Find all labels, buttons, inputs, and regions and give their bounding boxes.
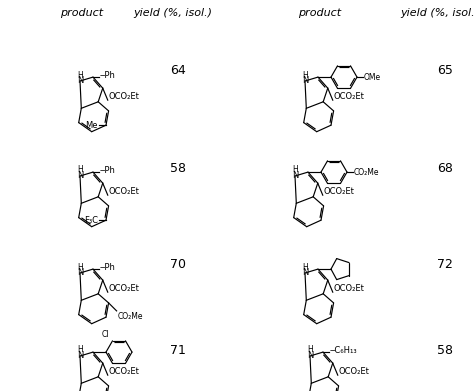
Text: H: H [78,262,83,271]
Text: product: product [61,8,103,18]
Text: OCO₂Et: OCO₂Et [109,284,140,293]
Text: N: N [77,76,84,85]
Text: OCO₂Et: OCO₂Et [109,367,140,376]
Text: OCO₂Et: OCO₂Et [334,92,365,101]
Text: 64: 64 [170,65,186,77]
Text: OCO₂Et: OCO₂Et [334,284,365,293]
Text: 72: 72 [437,258,453,271]
Text: H: H [302,262,309,271]
Text: 68: 68 [437,163,453,176]
Text: ‒Ph: ‒Ph [100,71,116,80]
Text: 58: 58 [437,344,453,357]
Text: 58: 58 [170,163,186,176]
Text: N: N [292,171,299,180]
Text: yield (%, isol.): yield (%, isol.) [134,8,212,18]
Text: OCO₂Et: OCO₂Et [109,92,140,101]
Text: CO₂Me: CO₂Me [118,312,143,321]
Text: OCO₂Et: OCO₂Et [339,367,370,376]
Text: 70: 70 [170,258,186,271]
Text: ‒Ph: ‒Ph [100,263,116,272]
Text: 71: 71 [170,344,186,357]
Text: N: N [302,76,309,85]
Text: N: N [77,171,84,180]
Text: H: H [308,346,313,355]
Text: ‒C₆H₁₃: ‒C₆H₁₃ [330,346,357,355]
Text: OCO₂Et: OCO₂Et [324,187,355,196]
Text: Cl: Cl [101,330,109,339]
Text: H: H [78,70,83,79]
Text: CO₂Me: CO₂Me [354,168,380,177]
Text: ‒Ph: ‒Ph [100,166,116,175]
Text: N: N [307,351,314,360]
Text: 65: 65 [437,65,453,77]
Text: N: N [302,268,309,277]
Text: OMe: OMe [364,73,381,82]
Text: OCO₂Et: OCO₂Et [109,187,140,196]
Text: Me: Me [85,121,98,130]
Text: yield (%, isol.): yield (%, isol.) [401,8,474,18]
Text: H: H [292,165,298,174]
Text: H: H [78,165,83,174]
Text: N: N [77,268,84,277]
Text: H: H [78,346,83,355]
Text: product: product [299,8,342,18]
Text: H: H [302,70,309,79]
Text: N: N [77,351,84,360]
Text: F₃C: F₃C [84,216,98,225]
